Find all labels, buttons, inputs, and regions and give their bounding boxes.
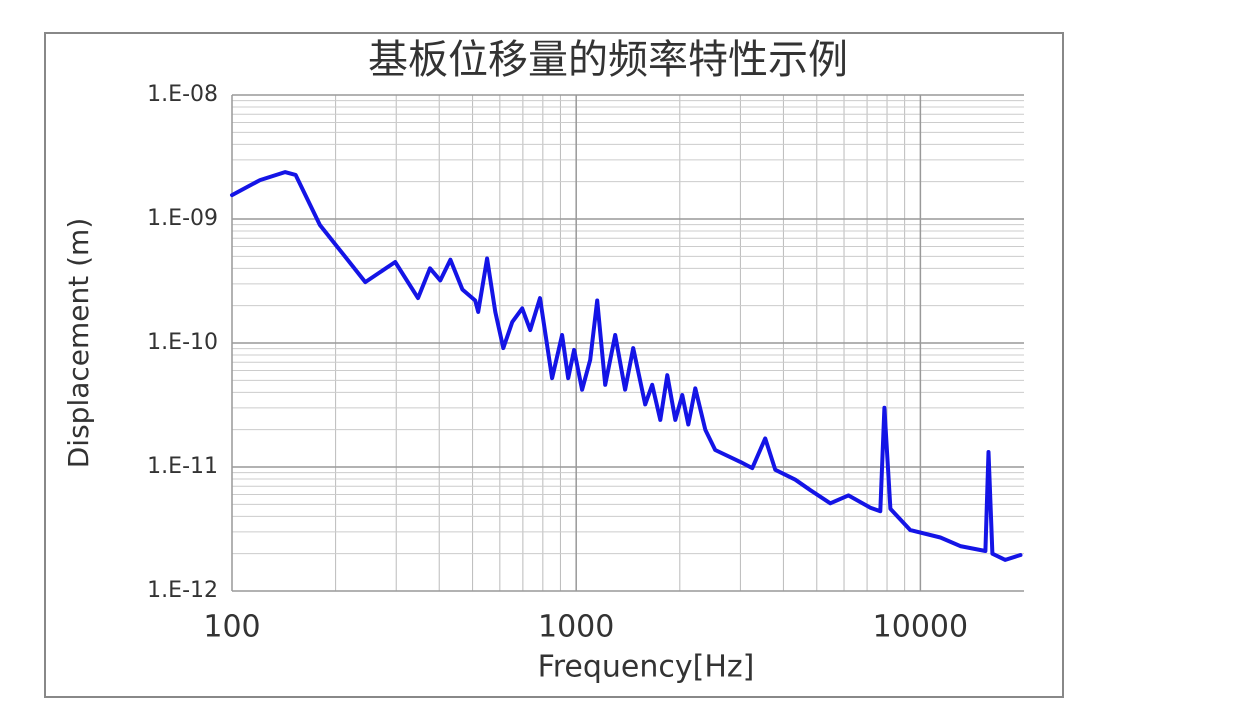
y-tick-label: 1.E-10 [147,330,218,355]
x-tick-label: 1000 [538,610,614,645]
y-axis-label: Displacement (m) [62,218,95,469]
y-tick-label: 1.E-09 [147,206,218,231]
x-tick-label: 10000 [873,610,968,645]
x-tick-label: 100 [203,610,260,645]
chart-title: 基板位移量的频率特性示例 [368,37,848,83]
x-axis-label: Frequency[Hz] [538,650,755,685]
y-tick-label: 1.E-11 [147,454,218,479]
data-line [230,170,1023,562]
y-tick-label: 1.E-08 [147,82,218,107]
y-tick-label: 1.E-12 [147,578,218,603]
